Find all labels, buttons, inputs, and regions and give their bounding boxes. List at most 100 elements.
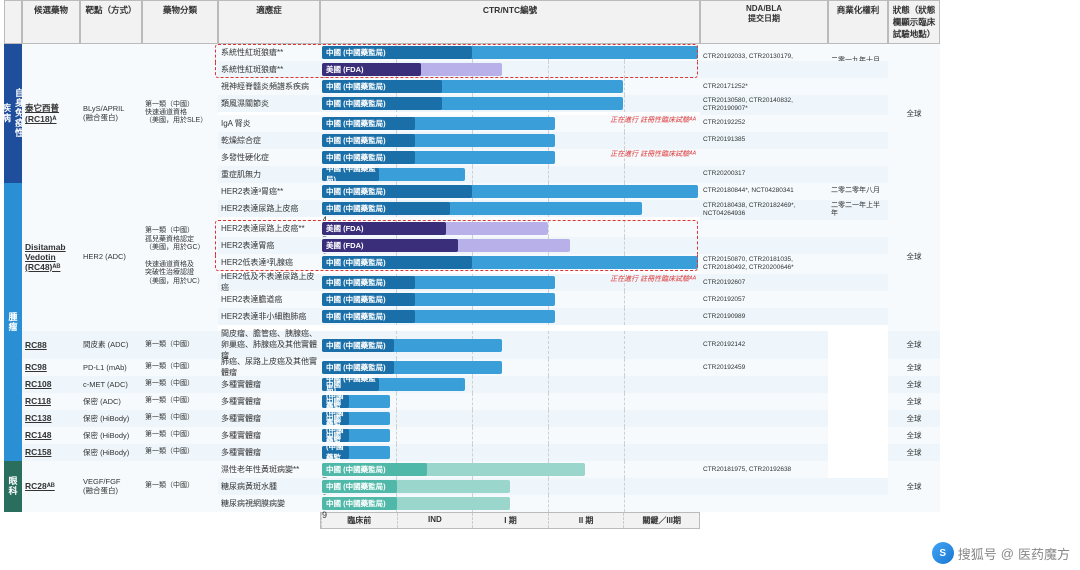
ctr-cell (700, 61, 828, 78)
drug-name: Disitamab Vedotin (RC48)ᴬᴮ (22, 183, 80, 331)
status-bar-cell: 中國 (中國藥監局) (320, 132, 700, 149)
phase-bar: 中國 (中國藥監局) (322, 117, 415, 130)
ctr-cell: CTR20192142 (700, 331, 828, 359)
class-cell: 第一類（中國） (142, 444, 218, 461)
highlight-box (215, 253, 698, 271)
ctr-cell: CTR20200317 (700, 166, 828, 183)
status-bar-cell: 中國 (中國藥監局)正在進行 註冊性臨床試驗ᴬᴬ (320, 115, 700, 132)
indication-cell: 乾燥綜合症 (218, 132, 320, 149)
indication-cell: 間皮瘤、膽管癌、胰腺癌、 卵巢癌、肺腺癌及其他實體瘤 (218, 331, 320, 359)
status-bar-cell: 中國 (中國藥監局)4 (320, 200, 700, 217)
registration-note: 正在進行 註冊性臨床試驗ᴬᴬ (610, 151, 696, 158)
status-bar-cell: 中國 (中國藥監局) (320, 376, 700, 393)
ctr-cell (700, 220, 828, 237)
target-cell: BLyS/APRIL (融合蛋白) (80, 44, 142, 183)
status-bar-cell: 中國 (中國藥監局)8 (320, 478, 700, 495)
ctr-cell: CTR20181975, CTR20192638 (700, 461, 828, 478)
drug-name: RC108 (22, 376, 80, 393)
status-bar-cell: 中國 (中國藥監局) (320, 166, 700, 183)
footer-name: 医药魔方 (1018, 544, 1070, 563)
class-cell: 第一類（中國） (142, 359, 218, 376)
class-cell: 第一類（中國） 快速通道資格 （美國，用於SLE） (142, 44, 218, 183)
phase-bar: 中國 (中國藥監局) (322, 293, 415, 306)
ctr-cell: CTR20180844*, NCT04280341 (700, 183, 828, 200)
indication-cell: 糖尿病黃斑水腫 (218, 478, 320, 495)
status-bar-cell: 中國 (中國藥監局) (320, 444, 700, 461)
target-cell: 保密 (HiBody) (80, 410, 142, 427)
status-bar-cell: 美國 (FDA)5 (320, 220, 700, 237)
rights-cell: 全球 (888, 461, 940, 512)
ctr-cell: CTR20192252 (700, 115, 828, 132)
indication-cell: HER2表達³胃癌** (218, 183, 320, 200)
target-cell: 保密 (ADC) (80, 393, 142, 410)
target-cell: 保密 (HiBody) (80, 427, 142, 444)
status-bar-cell: 中國 (中國藥監局) (320, 410, 700, 427)
indication-cell: 糖尿病視網膜病變 (218, 495, 320, 512)
class-cell: 第一類（中國） (142, 331, 218, 359)
drug-name: RC88 (22, 331, 80, 359)
class-cell: 第一類（中國） (142, 461, 218, 512)
footer-at: @ (1001, 546, 1014, 561)
drug-name: 泰它西普 (RC18)ᴬ (22, 44, 80, 183)
rights-cell: 全球 (888, 331, 940, 359)
target-cell: 間皮素 (ADC) (80, 331, 142, 359)
ctr-cell: CTR20171252* (700, 78, 828, 95)
indication-cell: 重症肌無力 (218, 166, 320, 183)
indication-cell: 類風濕關節炎 (218, 95, 320, 112)
phase-bar: 中國 (中國藥監局) (322, 185, 472, 198)
target-cell: c-MET (ADC) (80, 376, 142, 393)
status-bar-cell: 美國 (FDA)1* (320, 61, 700, 78)
target-cell: 保密 (HiBody) (80, 444, 142, 461)
category-label: 腫瘤 (4, 183, 22, 461)
ctr-cell (700, 478, 828, 495)
status-bar-cell: 中國 (中國藥監局) (320, 291, 700, 308)
phase-bar: 中國 (中國藥監局) (322, 310, 415, 323)
drug-name: RC28ᴬᴮ (22, 461, 80, 512)
target-cell: VEGF/FGF (融合蛋白) (80, 461, 142, 512)
class-cell: 第一類（中國） (142, 393, 218, 410)
ctr-cell (700, 427, 828, 444)
rights-cell: 全球 (888, 427, 940, 444)
ctr-cell: CTR20192459 (700, 359, 828, 376)
nda-date-cell: 二零二零年八月 (828, 183, 888, 200)
phase-bar: 中國 (中國藥監局) (322, 446, 349, 459)
category-label: 自身免疫性 疾病 (4, 44, 22, 183)
ctr-cell: CTR20190989 (700, 308, 828, 325)
footer-brand: 搜狐号 (958, 544, 997, 563)
phase-bar: 中國 (中國藥監局) (322, 497, 397, 510)
class-cell: 第一類（中國） 孤兒藥資格認定 （美國，用於GC） 快速通道資格及 突破性治療認… (142, 183, 218, 331)
nda-date-cell: 二零二一年上半年 (828, 200, 888, 221)
indication-cell: IgA 腎炎 (218, 115, 320, 132)
status-bar-cell: 中國 (中國藥監局) (320, 427, 700, 444)
indication-cell: HER2表達尿路上皮癌 (218, 200, 320, 217)
status-bar-cell: 中國 (中國藥監局) (320, 393, 700, 410)
class-cell: 第一類（中國） (142, 410, 218, 427)
ctr-cell: CTR20180438, CTR20182469*, NCT04264936 (700, 200, 828, 221)
ctr-cell: CTR20191385 (700, 132, 828, 149)
indication-cell: 多種實體瘤 (218, 427, 320, 444)
ctr-cell: CTR20150870, CTR20181035, CTR20180492, C… (700, 254, 828, 274)
status-bar-cell: 中國 (中國藥監局) (320, 95, 700, 112)
ctr-cell (700, 376, 828, 393)
sohu-logo: S (932, 542, 954, 564)
ctr-cell (700, 410, 828, 427)
phase-bar: 中國 (中國藥監局) (322, 134, 415, 147)
indication-cell: 多發性硬化症 (218, 149, 320, 166)
phase-bar: 中國 (中國藥監局) (322, 80, 442, 93)
status-bar-cell: 中國 (中國藥監局)9 (320, 495, 700, 512)
indication-cell: HER2低及不表達尿路上皮癌 (218, 274, 320, 291)
phase-bar: 中國 (中國藥監局) (322, 202, 450, 215)
indication-cell: HER2表達膽道癌 (218, 291, 320, 308)
indication-cell: 多種實體瘤 (218, 376, 320, 393)
status-bar-cell: 美國 (FDA)6 (320, 237, 700, 254)
footer-credit: S 搜狐号 @ 医药魔方 (932, 542, 1070, 564)
ctr-cell (700, 237, 828, 254)
indication-cell: 視神經脊髓炎頻譜系疾病 (218, 78, 320, 95)
phase-bar: 中國 (中國藥監局) (322, 97, 442, 110)
indication-cell: 多種實體瘤 (218, 410, 320, 427)
rights-cell: 全球 (888, 376, 940, 393)
drug-name: RC158 (22, 444, 80, 461)
phase-bar: 中國 (中國藥監局) (322, 480, 397, 493)
rights-cell: 全球 (888, 410, 940, 427)
drug-name: RC148 (22, 427, 80, 444)
